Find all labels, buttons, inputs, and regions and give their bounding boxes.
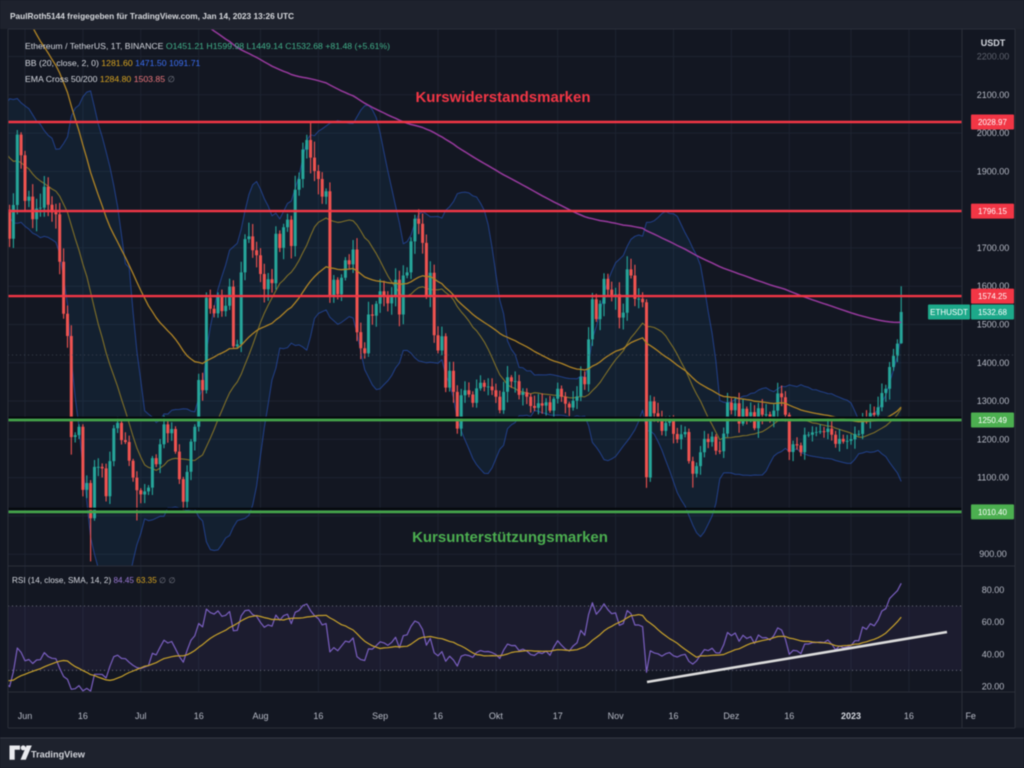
svg-text:40.00: 40.00	[982, 649, 1005, 659]
svg-text:Kursunterstützungsmarken: Kursunterstützungsmarken	[412, 529, 608, 546]
svg-text:2200.00: 2200.00	[977, 52, 1010, 62]
svg-text:Kurswiderstandsmarken: Kurswiderstandsmarken	[415, 89, 590, 106]
svg-text:1700.00: 1700.00	[977, 243, 1010, 253]
svg-text:16: 16	[784, 711, 794, 721]
svg-text:1532.68: 1532.68	[978, 308, 1007, 317]
svg-text:RSI (14, close, SMA, 14, 2) 84: RSI (14, close, SMA, 14, 2) 84.45 63.35 …	[12, 576, 176, 585]
svg-text:1200.00: 1200.00	[977, 434, 1010, 444]
svg-text:1100.00: 1100.00	[977, 473, 1009, 483]
svg-text:EMA Cross 50/200 1284.80 1503.: EMA Cross 50/200 1284.80 1503.85 ∅	[25, 74, 176, 84]
svg-text:80.00: 80.00	[982, 585, 1005, 595]
svg-text:Nov: Nov	[608, 711, 625, 721]
svg-text:16: 16	[313, 711, 323, 721]
svg-text:16: 16	[904, 711, 914, 721]
svg-text:1600.00: 1600.00	[977, 281, 1010, 291]
svg-text:Sep: Sep	[372, 711, 388, 721]
svg-text:Jun: Jun	[18, 711, 33, 721]
svg-text:BB (20, close, 2, 0) 1281.60 1: BB (20, close, 2, 0) 1281.60 1471.50 109…	[25, 58, 201, 68]
svg-text:1300.00: 1300.00	[977, 396, 1010, 406]
svg-text:2028.97: 2028.97	[978, 118, 1007, 127]
svg-text:Fe: Fe	[965, 711, 976, 721]
svg-text:1500.00: 1500.00	[977, 320, 1010, 330]
svg-text:900.00: 900.00	[979, 549, 1007, 559]
svg-text:20.00: 20.00	[982, 682, 1005, 692]
svg-text:16: 16	[78, 711, 88, 721]
svg-text:Okt: Okt	[489, 711, 504, 721]
svg-text:1010.40: 1010.40	[978, 508, 1007, 517]
svg-text:17: 17	[553, 711, 563, 721]
svg-text:USDT: USDT	[981, 38, 1006, 48]
svg-text:Dez: Dez	[723, 711, 740, 721]
svg-text:60.00: 60.00	[982, 617, 1005, 627]
svg-text:2000.00: 2000.00	[977, 128, 1010, 138]
svg-text:16: 16	[433, 711, 443, 721]
svg-text:Ethereum / TetherUS, 1T, BINAN: Ethereum / TetherUS, 1T, BINANCE O1451.2…	[25, 41, 390, 51]
svg-text:PaulRoth5144 freigegeben für T: PaulRoth5144 freigegeben für TradingView…	[10, 11, 294, 21]
svg-text:2100.00: 2100.00	[977, 90, 1010, 100]
svg-text:2023: 2023	[841, 711, 861, 721]
svg-text:1900.00: 1900.00	[977, 166, 1010, 176]
svg-text:ETHUSDT: ETHUSDT	[930, 308, 968, 317]
svg-text:TradingView: TradingView	[31, 750, 86, 760]
svg-text:Jul: Jul	[135, 711, 147, 721]
svg-text:1574.25: 1574.25	[978, 292, 1007, 301]
svg-text:16: 16	[194, 711, 204, 721]
svg-text:16: 16	[668, 711, 678, 721]
svg-text:Aug: Aug	[252, 711, 268, 721]
svg-text:1400.00: 1400.00	[977, 358, 1010, 368]
svg-text:1250.49: 1250.49	[978, 416, 1007, 425]
svg-text:1796.15: 1796.15	[978, 207, 1007, 216]
